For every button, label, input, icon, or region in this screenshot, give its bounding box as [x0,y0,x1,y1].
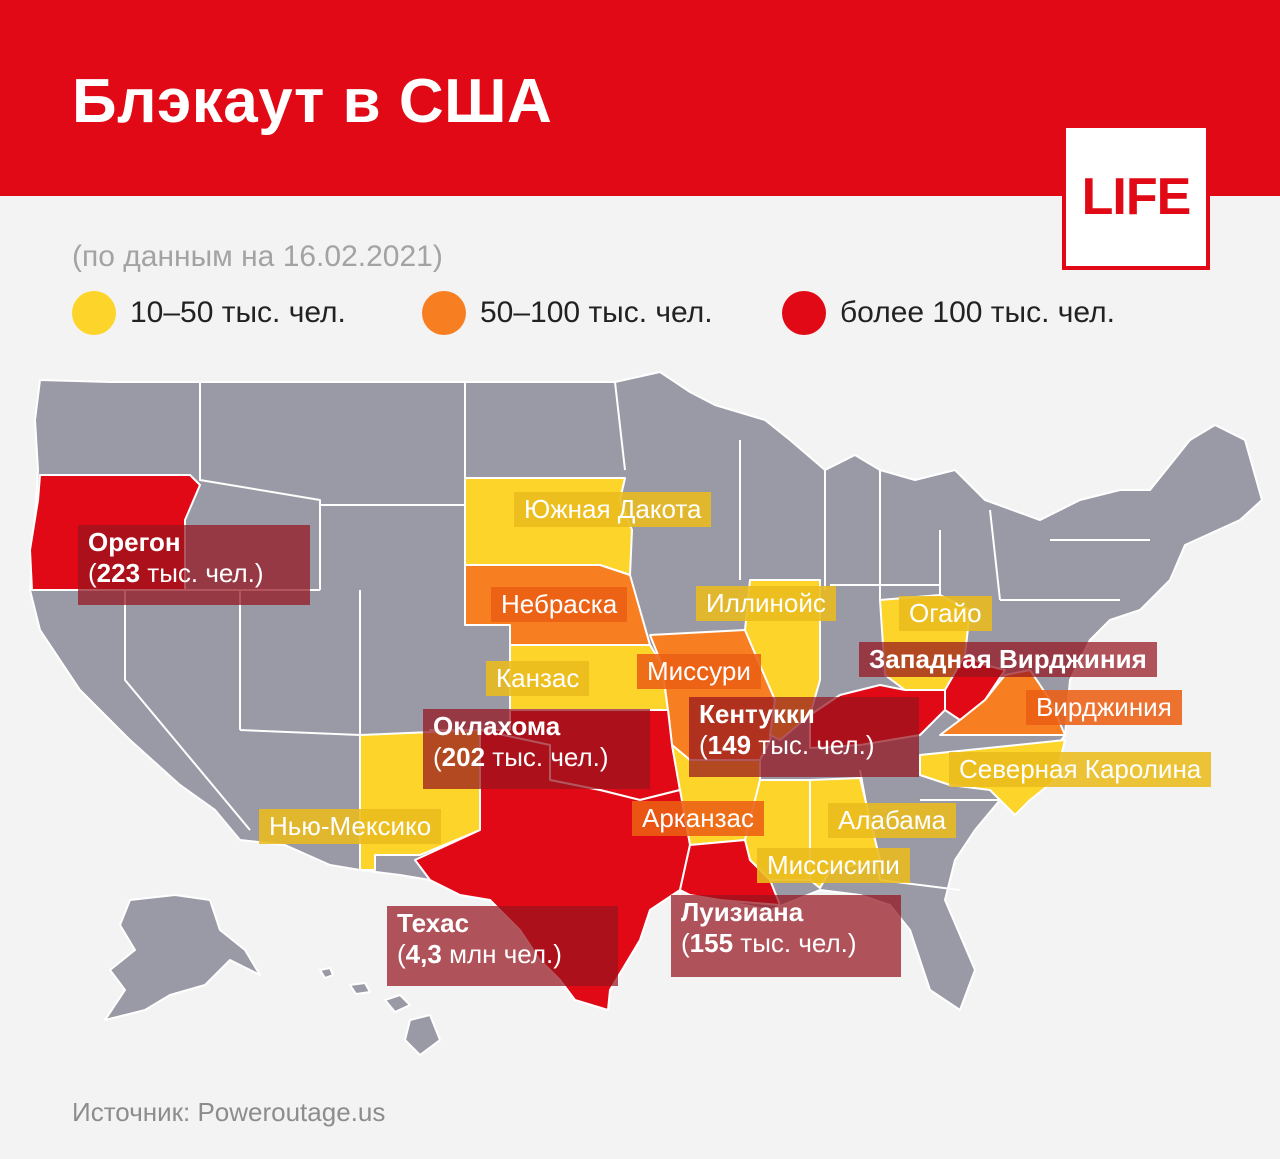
label-louisiana: Луизиана (155 тыс. чел.) [671,895,901,977]
label-arkansas: Арканзас [632,801,764,836]
legend-dot-red [782,291,826,335]
label-illinois: Иллинойс [696,586,836,621]
label-west-virginia: Западная Вирджиния [859,642,1157,677]
legend-dot-orange [422,291,466,335]
legend-dot-yellow [72,291,116,335]
label-texas: Техас (4,3 млн чел.) [387,906,618,986]
label-virginia: Вирджиния [1026,690,1182,725]
label-oregon: Орегон (223 тыс. чел.) [78,525,310,605]
label-kentucky: Кентукки (149 тыс. чел.) [689,697,919,777]
label-south-dakota: Южная Дакота [514,492,712,527]
life-logo: LIFE [1062,124,1210,270]
label-ohio: Огайо [899,596,992,631]
legend-item-low: 10–50 тыс. чел. [72,290,346,336]
page-title: Блэкаут в США [72,67,553,136]
state-alaska [104,894,261,1021]
label-missouri: Миссури [637,654,761,689]
logo-text: LIFE [1081,168,1192,226]
legend-label: 10–50 тыс. чел. [130,296,346,329]
legend-item-high: более 100 тыс. чел. [782,290,1115,336]
legend-label: более 100 тыс. чел. [840,296,1115,329]
state-hawaii [319,967,441,1056]
legend-label: 50–100 тыс. чел. [480,296,713,329]
state-texas [414,729,691,1011]
label-new-mexico: Нью-Мексико [259,809,442,844]
date-subtitle: (по данным на 16.02.2021) [72,240,443,273]
label-kansas: Канзас [486,661,590,696]
label-oklahoma: Оклахома (202 тыс. чел.) [423,709,650,789]
label-nebraska: Небраска [491,587,628,622]
label-alabama: Алабама [828,803,957,838]
label-north-carolina: Северная Каролина [949,752,1212,787]
label-mississippi: Миссисипи [757,848,910,883]
source-caption: Источник: Poweroutage.us [72,1097,386,1127]
legend-item-mid: 50–100 тыс. чел. [422,290,713,336]
